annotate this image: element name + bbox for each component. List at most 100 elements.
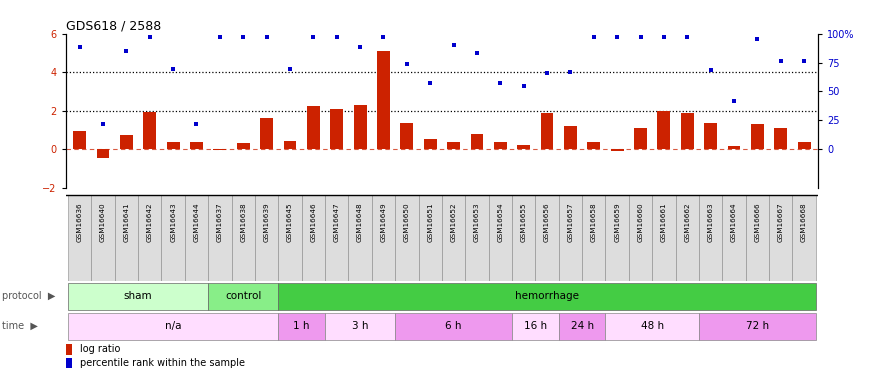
Text: GSM16659: GSM16659 — [614, 202, 620, 242]
Bar — [493, 142, 507, 149]
Text: GSM16651: GSM16651 — [427, 202, 433, 242]
Text: GSM16655: GSM16655 — [521, 202, 527, 242]
Text: GSM16638: GSM16638 — [241, 202, 246, 242]
Bar — [372, 195, 396, 281]
Bar — [190, 142, 203, 149]
Text: 48 h: 48 h — [640, 321, 664, 331]
Text: 1 h: 1 h — [293, 321, 310, 331]
Bar — [162, 195, 185, 281]
Point — [564, 69, 578, 75]
Bar — [722, 195, 746, 281]
Bar — [185, 195, 208, 281]
Point — [540, 70, 554, 76]
Point — [634, 34, 648, 40]
Point — [119, 48, 133, 54]
Text: GSM16667: GSM16667 — [778, 202, 784, 242]
Bar — [769, 195, 793, 281]
Text: GSM16657: GSM16657 — [567, 202, 573, 242]
Bar — [232, 195, 255, 281]
Point — [260, 34, 274, 40]
Bar — [278, 313, 325, 340]
Bar — [629, 195, 652, 281]
Point — [143, 34, 157, 40]
Text: GSM16641: GSM16641 — [123, 202, 130, 242]
Text: GSM16656: GSM16656 — [544, 202, 550, 242]
Bar — [208, 195, 232, 281]
Point — [236, 34, 250, 40]
Bar — [278, 283, 816, 310]
Bar — [418, 195, 442, 281]
Text: n/a: n/a — [164, 321, 181, 331]
Text: GSM16646: GSM16646 — [311, 202, 317, 242]
Text: GSM16648: GSM16648 — [357, 202, 363, 242]
Text: GSM16642: GSM16642 — [147, 202, 153, 242]
Bar — [699, 313, 816, 340]
Bar — [68, 313, 278, 340]
Text: 16 h: 16 h — [524, 321, 547, 331]
Point — [73, 44, 87, 50]
Point — [424, 80, 438, 86]
Text: 3 h: 3 h — [352, 321, 368, 331]
Text: time  ▶: time ▶ — [2, 321, 38, 331]
Text: GDS618 / 2588: GDS618 / 2588 — [66, 20, 161, 33]
Text: percentile rank within the sample: percentile rank within the sample — [80, 358, 245, 368]
Bar — [144, 112, 156, 149]
Bar — [517, 145, 530, 149]
Text: 24 h: 24 h — [570, 321, 593, 331]
Bar — [66, 358, 73, 368]
Bar — [447, 142, 460, 149]
Bar — [302, 195, 325, 281]
Bar — [91, 195, 115, 281]
Bar — [237, 143, 249, 149]
Bar — [606, 313, 699, 340]
Text: GSM16658: GSM16658 — [591, 202, 597, 242]
Text: GSM16650: GSM16650 — [404, 202, 410, 242]
Bar — [401, 123, 413, 149]
Bar — [587, 142, 600, 149]
Bar — [120, 135, 133, 149]
Point — [680, 34, 694, 40]
Point — [166, 66, 180, 72]
Bar — [606, 195, 629, 281]
Text: GSM16639: GSM16639 — [263, 202, 270, 242]
Text: 6 h: 6 h — [445, 321, 462, 331]
Point — [727, 98, 741, 104]
Bar — [798, 142, 810, 149]
Point — [96, 121, 110, 127]
Bar — [512, 195, 536, 281]
Bar — [284, 141, 297, 149]
Text: GSM16660: GSM16660 — [638, 202, 643, 242]
Text: GSM16636: GSM16636 — [77, 202, 82, 242]
Text: GSM16637: GSM16637 — [217, 202, 223, 242]
Text: GSM16654: GSM16654 — [497, 202, 503, 242]
Bar — [354, 105, 367, 149]
Text: GSM16668: GSM16668 — [802, 202, 807, 242]
Bar — [66, 344, 73, 355]
Bar — [74, 131, 86, 149]
Bar — [214, 149, 227, 150]
Bar — [681, 112, 694, 149]
Text: hemorrhage: hemorrhage — [515, 291, 579, 301]
Text: GSM16652: GSM16652 — [451, 202, 457, 242]
Point — [610, 34, 624, 40]
Point — [493, 80, 507, 86]
Text: control: control — [225, 291, 262, 301]
Text: GSM16666: GSM16666 — [754, 202, 760, 242]
Text: GSM16662: GSM16662 — [684, 202, 690, 242]
Text: GSM16644: GSM16644 — [193, 202, 200, 242]
Bar — [746, 195, 769, 281]
Point — [657, 34, 671, 40]
Text: GSM16653: GSM16653 — [474, 202, 480, 242]
Bar — [68, 195, 91, 281]
Bar — [559, 313, 606, 340]
Point — [306, 34, 320, 40]
Text: log ratio: log ratio — [80, 344, 120, 354]
Bar — [471, 134, 483, 149]
Bar — [208, 283, 278, 310]
Bar — [396, 195, 418, 281]
Bar — [793, 195, 816, 281]
Bar — [536, 195, 559, 281]
Bar — [377, 51, 390, 149]
Bar — [657, 111, 670, 149]
Text: protocol  ▶: protocol ▶ — [2, 291, 55, 301]
